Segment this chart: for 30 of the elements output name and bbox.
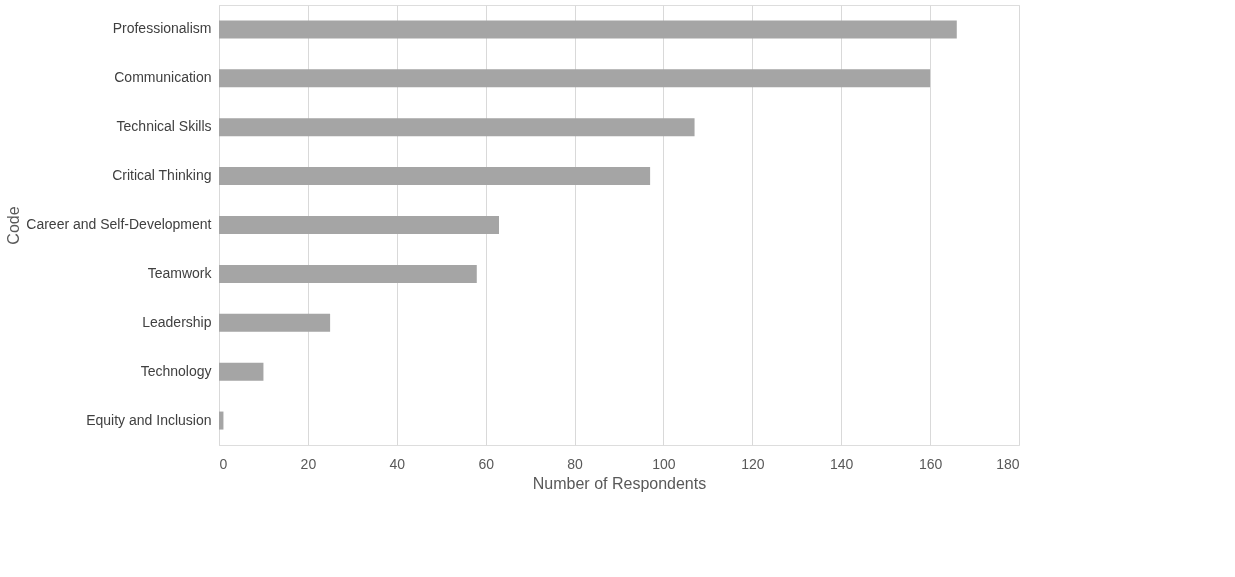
x-tick-label: 120 (741, 455, 765, 472)
x-tick-label: 100 (652, 455, 676, 472)
x-axis-title: Number of Respondents (532, 474, 707, 492)
x-tick-label: 60 (478, 455, 495, 472)
x-tick-label: 180 (996, 455, 1020, 472)
y-tick-label: Professionalism (112, 20, 212, 37)
bar (219, 411, 224, 430)
y-tick-label: Teamwork (147, 264, 213, 281)
bar (219, 313, 331, 332)
y-tick-label: Equity and Inclusion (86, 411, 212, 428)
x-tick-label: 140 (830, 455, 854, 472)
y-tick-label: Career and Self-Development (26, 216, 212, 232)
x-tick-label: 40 (389, 455, 406, 472)
x-tick-label: 80 (567, 455, 584, 472)
bar (219, 20, 957, 39)
y-tick-label: Technology (140, 362, 212, 379)
bar (219, 216, 499, 234)
y-tick-label: Leadership (142, 313, 212, 330)
x-tick-label: 20 (300, 455, 317, 472)
x-tick-label: 160 (918, 455, 943, 472)
bar (219, 118, 695, 137)
x-tick-label: 0 (219, 455, 228, 472)
bar (219, 264, 477, 283)
y-tick-label: Communication (114, 69, 212, 86)
bar (219, 362, 264, 381)
y-axis-title: Code (5, 206, 23, 245)
y-tick-label: Technical Skills (116, 118, 212, 135)
y-tick-label: Critical Thinking (112, 167, 212, 184)
bar (219, 69, 931, 88)
bar (219, 167, 651, 186)
